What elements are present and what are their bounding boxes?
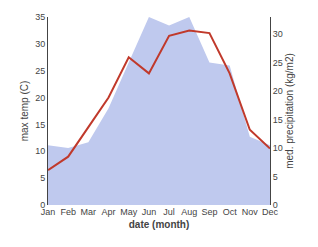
svg-text:Feb: Feb [60, 207, 76, 217]
svg-text:max temp (C): max temp (C) [19, 81, 30, 142]
svg-text:35: 35 [35, 12, 45, 22]
svg-text:20: 20 [273, 86, 283, 96]
svg-text:15: 15 [273, 115, 283, 125]
svg-text:30: 30 [273, 29, 283, 39]
svg-text:Nov: Nov [242, 207, 259, 217]
svg-text:med. precipitation (kg/m2): med. precipitation (kg/m2) [284, 53, 295, 169]
svg-text:15: 15 [35, 120, 45, 130]
svg-text:Mar: Mar [81, 207, 97, 217]
svg-text:Apr: Apr [102, 207, 116, 217]
svg-text:Dec: Dec [262, 207, 279, 217]
svg-text:20: 20 [35, 93, 45, 103]
svg-text:May: May [120, 207, 138, 217]
svg-text:Oct: Oct [223, 207, 238, 217]
svg-text:5: 5 [273, 172, 278, 182]
svg-text:5: 5 [40, 173, 45, 183]
svg-text:Sep: Sep [201, 207, 217, 217]
svg-text:date (month): date (month) [129, 219, 190, 230]
svg-text:Aug: Aug [181, 207, 197, 217]
svg-text:10: 10 [35, 146, 45, 156]
svg-text:25: 25 [273, 58, 283, 68]
svg-text:Jul: Jul [163, 207, 175, 217]
svg-text:10: 10 [273, 143, 283, 153]
svg-text:Jun: Jun [142, 207, 157, 217]
svg-text:0: 0 [273, 200, 278, 210]
svg-text:30: 30 [35, 39, 45, 49]
svg-text:25: 25 [35, 66, 45, 76]
svg-text:Jan: Jan [41, 207, 56, 217]
svg-text:0: 0 [40, 200, 45, 210]
